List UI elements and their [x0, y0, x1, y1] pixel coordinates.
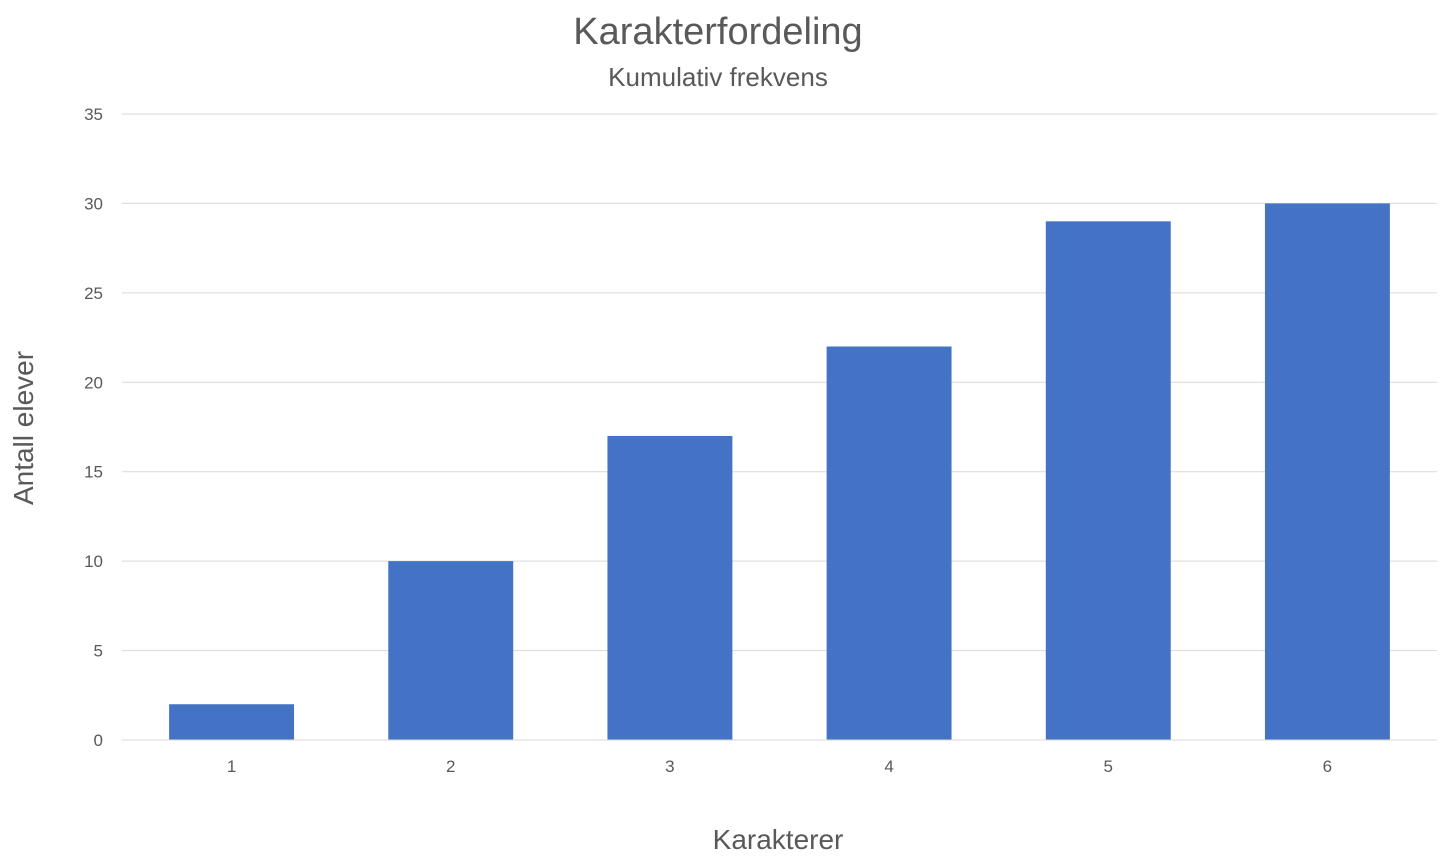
x-tick-label: 6	[1323, 757, 1332, 776]
gridlines	[122, 113, 1437, 652]
x-tick-label: 4	[884, 757, 893, 776]
y-axis-ticks: 0 5 10 15 20 25 30 35	[84, 105, 103, 750]
bars	[169, 203, 1390, 741]
bar-2	[388, 561, 514, 740]
bar-3	[607, 435, 733, 740]
x-tick-label: 2	[446, 757, 455, 776]
y-tick-label: 0	[94, 731, 103, 750]
bar-6	[1264, 203, 1390, 740]
x-axis-ticks: 1 2 3 4 5 6	[227, 757, 1332, 776]
x-tick-label: 5	[1104, 757, 1113, 776]
x-tick-label: 3	[665, 757, 674, 776]
y-tick-label: 5	[94, 642, 103, 661]
bar-1	[169, 704, 295, 740]
bar-5	[1045, 221, 1171, 741]
y-tick-label: 30	[84, 194, 103, 213]
y-tick-label: 10	[84, 552, 103, 571]
y-tick-label: 15	[84, 463, 103, 482]
chart-title: Karakterfordeling	[573, 11, 862, 53]
y-tick-label: 35	[84, 105, 103, 124]
bar-4	[826, 346, 952, 740]
x-axis-title: Karakterer	[713, 824, 844, 855]
y-axis-title: Antall elever	[8, 351, 39, 505]
chart-subtitle: Kumulativ frekvens	[608, 62, 828, 92]
y-tick-label: 20	[84, 373, 103, 392]
x-tick-label: 1	[227, 757, 236, 776]
y-tick-label: 25	[84, 284, 103, 303]
